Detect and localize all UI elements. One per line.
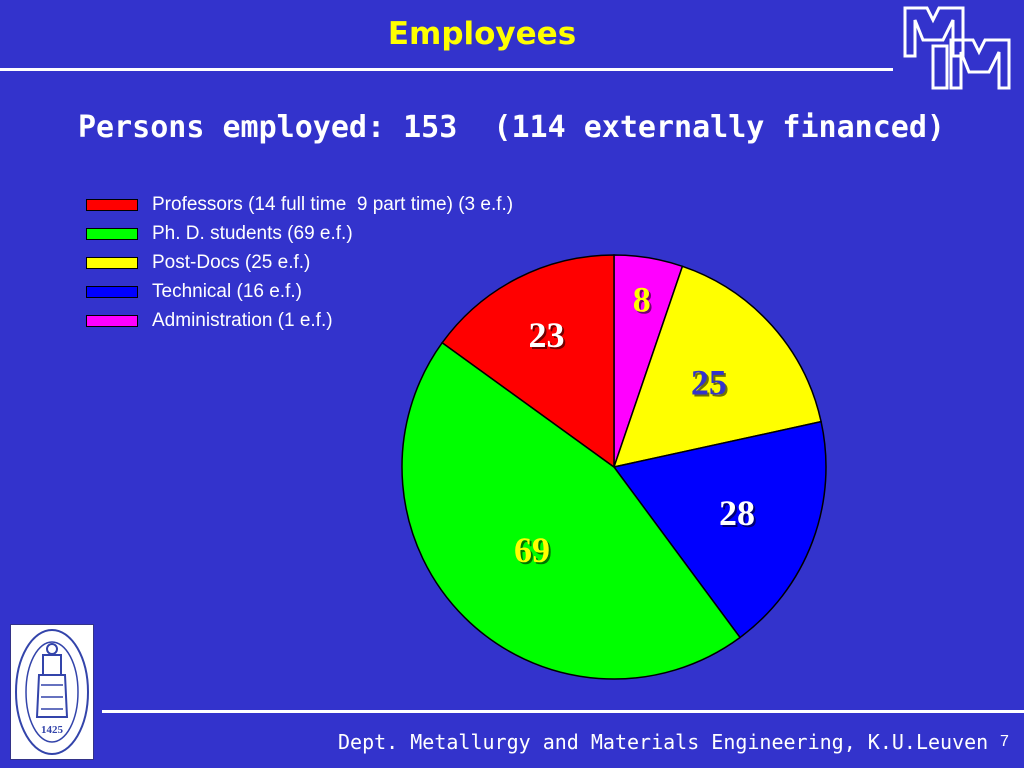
- slice-label-shadow: 23: [530, 317, 566, 357]
- slice-label-shadow: 25: [693, 364, 729, 404]
- employment-summary: Persons employed: 153 (114 externally fi…: [78, 110, 945, 145]
- legend-item: Ph. D. students (69 e.f.): [86, 219, 513, 248]
- page-number: 7: [1000, 733, 1009, 750]
- legend-label: Technical (16 e.f.): [152, 280, 302, 302]
- slice-label: 8: [633, 280, 651, 320]
- slice-label: 25: [691, 362, 727, 402]
- legend-item: Administration (1 e.f.): [86, 306, 513, 335]
- legend-swatch: [86, 227, 138, 240]
- slice-label-shadow: 8: [635, 282, 653, 322]
- bottom-rule: [102, 710, 1024, 713]
- legend-label: Post-Docs (25 e.f.): [152, 251, 311, 273]
- legend-swatch: [86, 285, 138, 298]
- legend-swatch: [86, 256, 138, 269]
- legend-item: Technical (16 e.f.): [86, 277, 513, 306]
- slide-title: Employees: [387, 16, 577, 52]
- legend-label: Ph. D. students (69 e.f.): [152, 222, 353, 244]
- slice-label-shadow: 28: [721, 495, 757, 535]
- pie-slice: [441, 254, 615, 469]
- legend-label: Professors (14 full time 9 part time) (3…: [152, 193, 514, 215]
- slice-label-shadow: 69: [516, 532, 552, 572]
- chart-legend: Professors (14 full time 9 part time) (3…: [86, 190, 513, 335]
- slice-label: 69: [514, 530, 550, 570]
- pie-slice: [401, 341, 742, 680]
- legend-swatch: [86, 314, 138, 327]
- legend-item: Professors (14 full time 9 part time) (3…: [86, 190, 513, 219]
- slice-label: 28: [719, 493, 755, 533]
- mtm-logo-icon: [903, 6, 1011, 90]
- footer-department: Dept. Metallurgy and Materials Engineeri…: [338, 730, 989, 754]
- pie-slice: [612, 265, 822, 469]
- seal-year: 1425: [41, 724, 64, 736]
- legend-label: Administration (1 e.f.): [152, 309, 333, 331]
- seal-icon: 1425: [15, 629, 89, 755]
- university-seal: 1425: [10, 624, 94, 760]
- pie-slice: [612, 420, 827, 639]
- legend-swatch: [86, 198, 138, 211]
- slice-label: 23: [528, 315, 564, 355]
- top-rule: [0, 68, 893, 71]
- legend-item: Post-Docs (25 e.f.): [86, 248, 513, 277]
